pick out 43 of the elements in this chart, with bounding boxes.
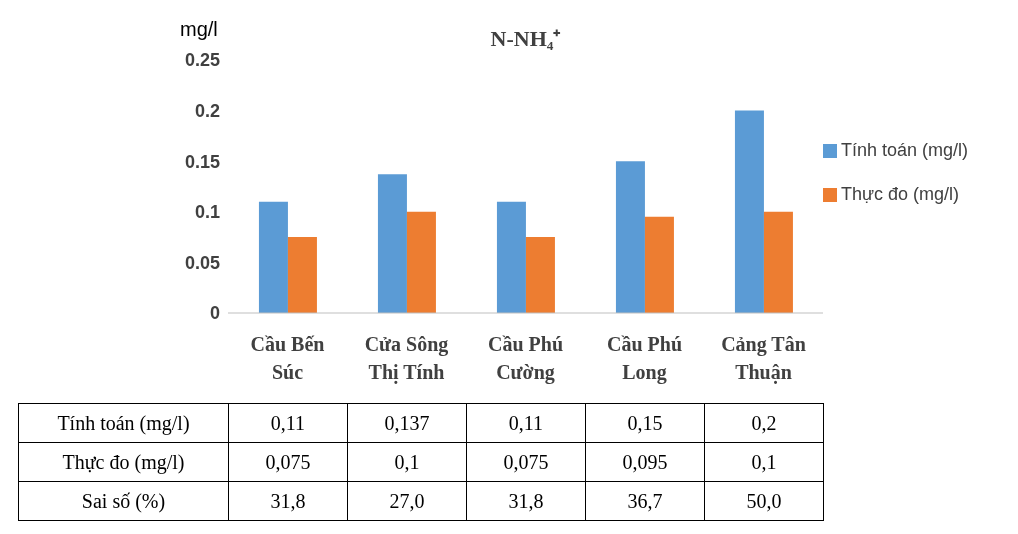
text: Thực đo (mg/l) xyxy=(62,450,185,473)
chart-title: N-NH₄⁺ xyxy=(489,25,562,52)
data-label: 0,2 xyxy=(704,403,824,443)
data-label: 0,1 xyxy=(347,442,467,482)
y-axis-title: mg/l xyxy=(180,18,218,41)
bar xyxy=(644,216,674,313)
data-label: 0,15 xyxy=(585,403,705,443)
bar xyxy=(377,174,407,313)
legend-label: Tính toán (mg/l) xyxy=(841,140,969,160)
text: Sai số (%) xyxy=(18,481,229,521)
data-label: 0,095 xyxy=(585,442,705,482)
bar xyxy=(287,237,317,313)
x-tick-label: Cầu Phú Cường xyxy=(487,333,564,384)
bar xyxy=(525,237,555,313)
y-tick-label: 0.25 xyxy=(184,50,220,71)
data-label: 0,11 xyxy=(228,403,348,443)
x-tick-label: Cầu Bến Súc xyxy=(250,333,325,383)
text: 31,8 xyxy=(466,481,586,521)
text: 50,0 xyxy=(704,481,824,521)
text: Tính toán (mg/l) xyxy=(57,411,190,434)
data-label: 0,1 xyxy=(704,442,824,482)
text: 27,0 xyxy=(347,481,467,521)
text: 31,8 xyxy=(228,481,348,521)
bar xyxy=(258,201,288,313)
data-label: 0,075 xyxy=(466,442,586,482)
x-tick-label: Cầu Phú Long xyxy=(606,333,683,384)
y-tick-label: 0 xyxy=(209,303,220,324)
x-tick-label: Cửa Sông Thị Tính xyxy=(364,333,449,384)
bar xyxy=(406,211,436,313)
y-tick-label: 0.15 xyxy=(184,151,220,172)
bar xyxy=(734,110,764,313)
y-tick-label: 0.1 xyxy=(194,202,220,223)
y-tick-label: 0.05 xyxy=(184,252,220,273)
data-label: 0,137 xyxy=(347,403,467,443)
x-tick-label: Cảng Tân Thuận xyxy=(721,333,806,384)
text: 36,7 xyxy=(585,481,705,521)
bar xyxy=(496,201,526,313)
bar xyxy=(615,161,645,313)
y-tick-label: 0.2 xyxy=(194,100,220,121)
bar xyxy=(763,211,793,313)
legend-label: Thực đo (mg/l) xyxy=(841,184,960,204)
data-label: 0,11 xyxy=(466,403,586,443)
data-label: 0,075 xyxy=(228,442,348,482)
